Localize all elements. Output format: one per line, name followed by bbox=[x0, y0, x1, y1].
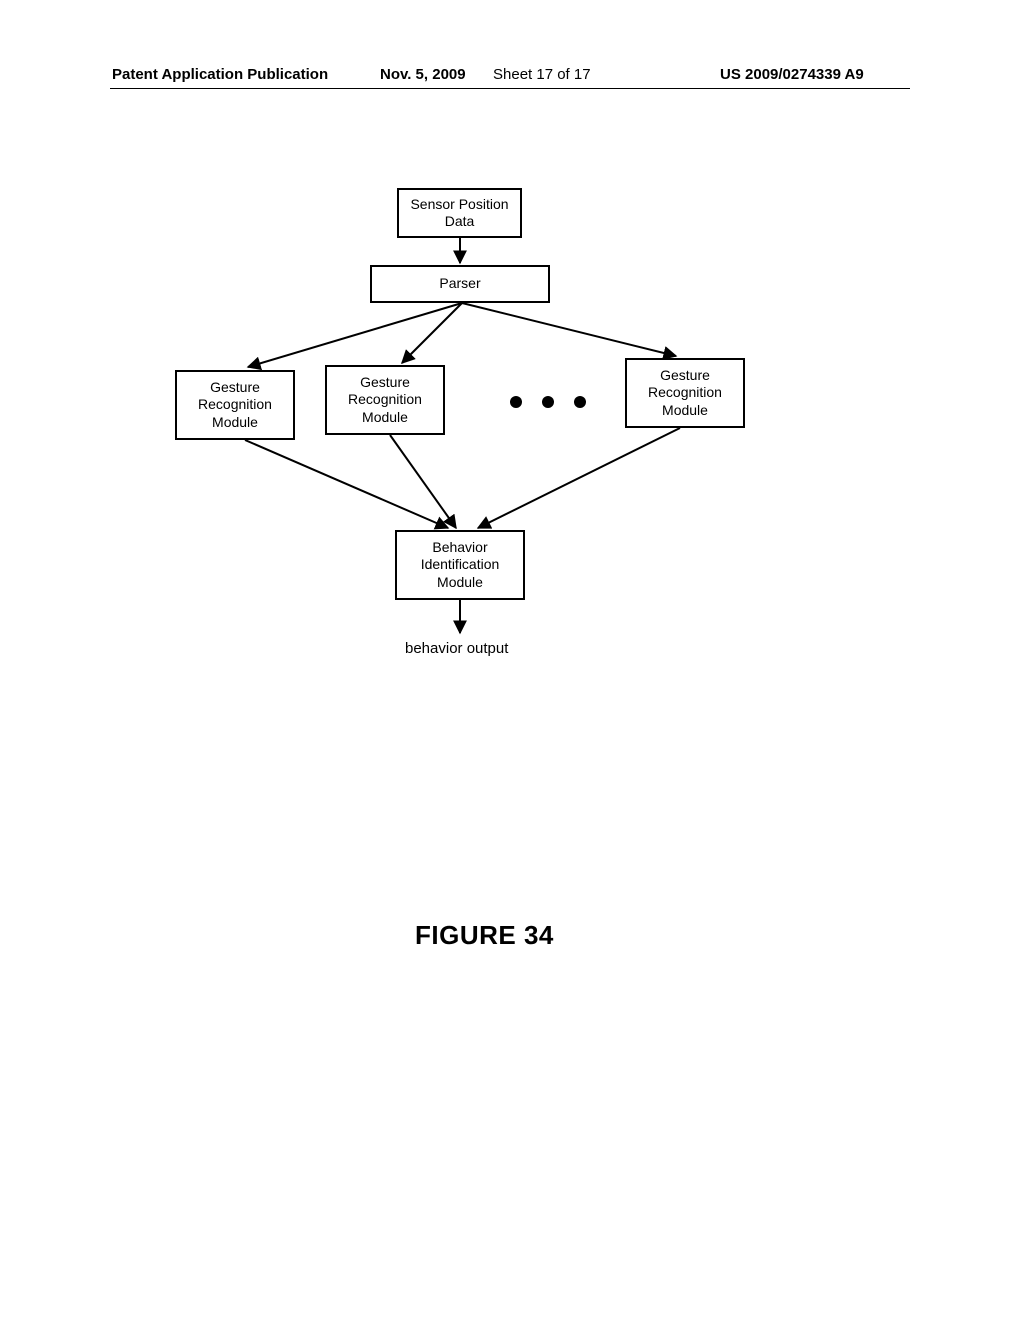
label-behavior-output: behavior output bbox=[405, 640, 508, 657]
node-parser: Parser bbox=[370, 265, 550, 303]
figure-caption: FIGURE 34 bbox=[415, 920, 554, 951]
header-publication: Patent Application Publication bbox=[112, 66, 328, 83]
header-pubnumber: US 2009/0274339 A9 bbox=[720, 66, 864, 83]
node-sensor-position-data: Sensor PositionData bbox=[397, 188, 522, 238]
node-gesture-recognition-module-2: GestureRecognitionModule bbox=[325, 365, 445, 435]
page: Patent Application Publication Nov. 5, 2… bbox=[0, 0, 1024, 1320]
header-rule bbox=[110, 88, 910, 89]
ellipsis-dot bbox=[542, 396, 554, 408]
node-gesture-recognition-module-1: GestureRecognitionModule bbox=[175, 370, 295, 440]
ellipsis-dot bbox=[574, 396, 586, 408]
node-gesture-recognition-module-3: GestureRecognitionModule bbox=[625, 358, 745, 428]
header-date: Nov. 5, 2009 bbox=[380, 66, 466, 83]
node-behavior-identification-module: BehaviorIdentificationModule bbox=[395, 530, 525, 600]
ellipsis-dot bbox=[510, 396, 522, 408]
header-sheet: Sheet 17 of 17 bbox=[493, 66, 591, 83]
